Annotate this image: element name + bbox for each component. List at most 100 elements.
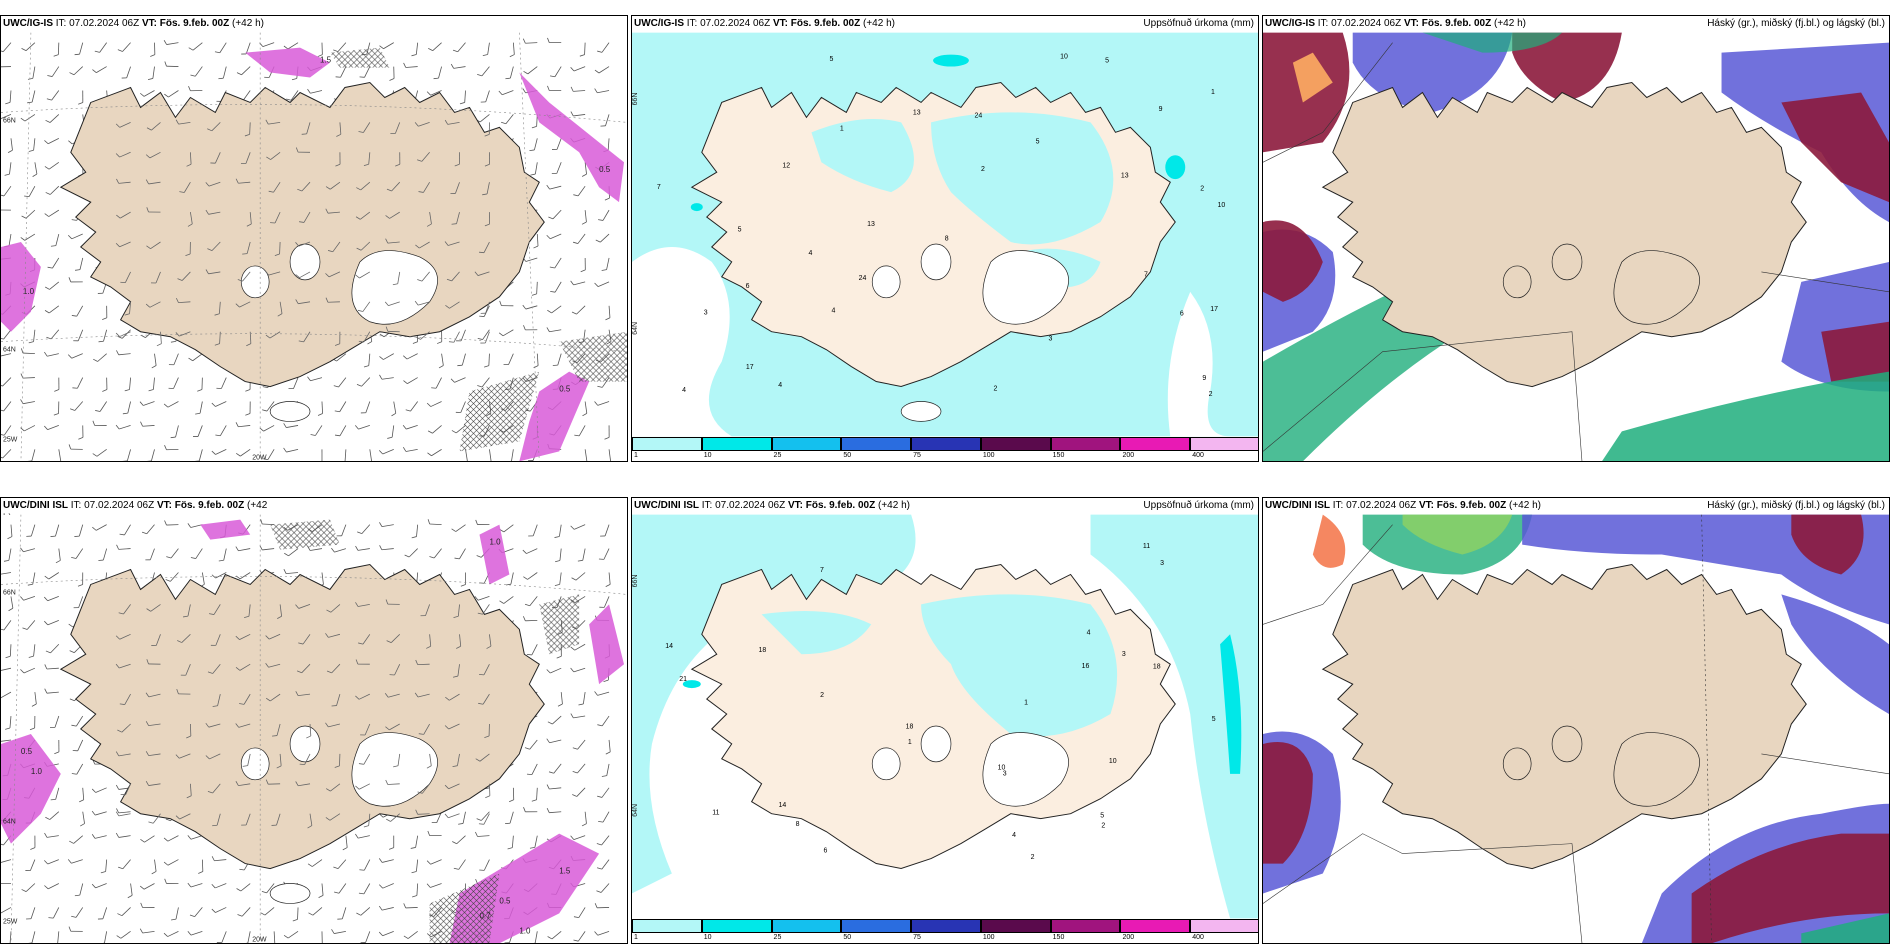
wind-barb-flag: [151, 871, 157, 875]
wind-barb: [143, 883, 155, 890]
wind-barb-flag: [163, 403, 169, 408]
wind-barb: [215, 634, 221, 646]
precip-value-label: 7: [1144, 272, 1148, 279]
wind-barb: [423, 723, 430, 735]
colorbar-tick-label: 200: [1122, 452, 1135, 459]
wind-barb: [46, 691, 59, 694]
panel-header: UWC/DINI ISL IT: 07.02.2024 06Z VT: Fös.…: [632, 498, 1258, 514]
precip-value-label: 1: [908, 739, 912, 746]
wind-barb-flag: [235, 303, 240, 308]
precip-value-label: 21: [679, 676, 687, 683]
wind-barb-flag: [498, 90, 503, 95]
wind-barb-flag: [68, 277, 72, 283]
wind-barb: [582, 548, 586, 561]
lat-label-64n: 64N: [3, 347, 16, 354]
colorbar-segment: [1050, 919, 1121, 933]
wind-barb: [321, 572, 324, 585]
wind-barb: [327, 211, 340, 214]
wind-barb-flag: [53, 413, 59, 416]
wind-barb: [47, 619, 59, 626]
wind-barb-flag: [533, 942, 536, 943]
wind-barb-flag: [21, 215, 27, 219]
precip-heavy-spots: [690, 54, 1186, 212]
wind-barb: [50, 643, 60, 654]
wind-barb: [143, 401, 155, 406]
precip-value-label: 2: [1101, 823, 1105, 830]
wind-barb: [104, 931, 108, 943]
wind-barb-flag: [102, 317, 107, 321]
wind-barb-flag: [411, 54, 417, 57]
wind-barb-flag: [242, 765, 248, 767]
wind-barb-flag: [235, 635, 240, 640]
wind-barb-flag: [546, 784, 550, 790]
wind-barb-flag: [211, 574, 216, 579]
wind-barb-flag: [438, 365, 444, 369]
wind-barb-flag: [524, 603, 530, 607]
wind-barb: [173, 353, 179, 365]
wind-barb: [459, 634, 462, 647]
wind-barb: [187, 604, 191, 617]
wind-barb: [479, 753, 490, 762]
wind-barb: [418, 122, 430, 127]
wind-barb-flag: [115, 784, 120, 790]
wind-barb: [102, 548, 108, 561]
svg-text:1.0: 1.0: [489, 538, 501, 547]
wind-barb-flag: [476, 818, 482, 821]
wind-barb-flag: [295, 604, 300, 609]
wind-barb-flag: [402, 447, 407, 452]
wind-barb: [406, 425, 418, 430]
colorbar-tick-label: 25: [773, 934, 782, 941]
wind-barb-flag: [195, 412, 201, 415]
wind-barb-flag: [119, 533, 125, 536]
wind-barb-flag: [454, 163, 460, 167]
wind-barb-flag: [355, 216, 361, 220]
wind-barb: [179, 813, 191, 820]
wind-barb-flag: [276, 765, 282, 769]
wind-barb: [48, 572, 60, 580]
wind-barb: [190, 212, 193, 224]
wind-barb: [321, 401, 323, 414]
wind-barb: [550, 233, 562, 240]
wind-barb: [301, 181, 311, 192]
wind-barb: [298, 241, 311, 247]
wind-barb: [124, 524, 131, 536]
wind-barb-flag: [166, 556, 172, 559]
wind-barb: [76, 305, 84, 317]
wind-barb-flag: [57, 942, 58, 943]
wind-barb: [102, 907, 108, 919]
precip-value-label: 10: [1060, 54, 1068, 61]
wind-barb-flag: [117, 729, 123, 733]
wind-barb: [397, 753, 401, 766]
wind-barb-flag: [146, 608, 151, 612]
lead-time: (+42 h): [1494, 18, 1526, 29]
wind-barb: [262, 42, 275, 47]
wind-barb: [268, 122, 281, 125]
wind-barb: [8, 233, 12, 246]
wind-barb-flag: [325, 817, 331, 821]
wind-barb: [394, 122, 401, 134]
wind-barb-flag: [572, 794, 578, 797]
wind-barb: [525, 257, 538, 262]
wind-barb-flag: [571, 577, 577, 581]
wind-barb-flag: [117, 49, 123, 52]
wind-barb: [118, 181, 131, 184]
wind-barb-flag: [215, 434, 221, 437]
wind-barb-flag: [310, 434, 316, 436]
wind-barb: [601, 835, 610, 846]
wind-barb: [341, 524, 347, 536]
wind-barb: [407, 377, 418, 384]
wind-barb-flag: [50, 798, 56, 801]
wind-barb: [170, 548, 179, 559]
wind-barb: [49, 305, 60, 314]
wind-barb: [239, 663, 251, 671]
precip-value-label: 4: [682, 387, 686, 394]
wind-barb-flag: [546, 738, 550, 744]
lat-label-66n: 66N: [632, 93, 639, 106]
wind-barb-flag: [146, 207, 149, 213]
wind-barb-flag: [140, 838, 145, 843]
wind-barb: [480, 811, 490, 821]
wind-barb: [438, 66, 442, 79]
wind-barb-flag: [218, 559, 224, 562]
wind-barb-flag: [122, 412, 128, 415]
wind-barb-flag: [188, 47, 194, 51]
